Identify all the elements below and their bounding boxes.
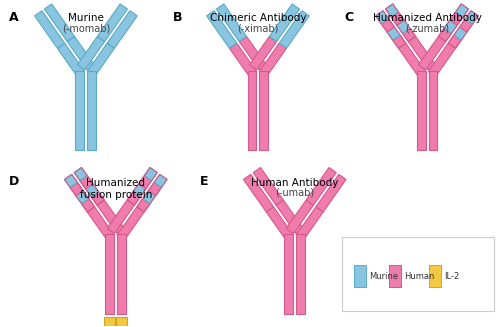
Polygon shape — [398, 43, 426, 77]
Bar — [116, 317, 127, 327]
Polygon shape — [239, 36, 266, 70]
Polygon shape — [387, 27, 400, 40]
Polygon shape — [397, 20, 410, 33]
Polygon shape — [260, 71, 268, 150]
Polygon shape — [58, 43, 84, 77]
Polygon shape — [270, 4, 300, 42]
Text: (-umab): (-umab) — [275, 188, 314, 198]
FancyBboxPatch shape — [342, 237, 494, 311]
Polygon shape — [137, 199, 150, 212]
Polygon shape — [286, 200, 314, 233]
Polygon shape — [393, 35, 406, 48]
Polygon shape — [248, 71, 256, 150]
Polygon shape — [316, 174, 346, 212]
Polygon shape — [64, 174, 78, 188]
Polygon shape — [107, 200, 134, 233]
Polygon shape — [87, 43, 115, 77]
Polygon shape — [144, 167, 158, 181]
Polygon shape — [456, 4, 468, 17]
Polygon shape — [230, 43, 256, 77]
Polygon shape — [127, 192, 140, 205]
Polygon shape — [466, 11, 478, 24]
Polygon shape — [382, 19, 394, 32]
Text: (-momab): (-momab) — [62, 23, 110, 33]
Polygon shape — [148, 182, 162, 196]
Polygon shape — [106, 234, 114, 314]
Polygon shape — [78, 36, 104, 70]
Bar — [389, 265, 401, 287]
Bar — [104, 317, 115, 327]
Polygon shape — [76, 71, 84, 150]
Polygon shape — [117, 207, 144, 240]
Text: Human: Human — [404, 271, 434, 281]
Polygon shape — [142, 191, 156, 204]
Polygon shape — [306, 167, 336, 205]
Polygon shape — [253, 167, 284, 205]
Polygon shape — [284, 234, 294, 314]
Polygon shape — [244, 174, 274, 212]
Bar — [429, 265, 441, 287]
Text: D: D — [10, 175, 20, 188]
Polygon shape — [444, 20, 457, 33]
Polygon shape — [92, 192, 104, 205]
Text: A: A — [10, 11, 19, 24]
Polygon shape — [460, 19, 472, 32]
Polygon shape — [296, 234, 305, 314]
Polygon shape — [428, 43, 456, 77]
Text: C: C — [344, 11, 354, 24]
Text: Murine: Murine — [68, 13, 104, 23]
Polygon shape — [402, 28, 415, 42]
Polygon shape — [428, 71, 438, 150]
Polygon shape — [454, 27, 467, 40]
Text: IL-2: IL-2 — [444, 271, 459, 281]
Polygon shape — [117, 234, 126, 314]
Polygon shape — [76, 191, 89, 204]
Polygon shape — [107, 11, 137, 48]
Polygon shape — [296, 207, 324, 240]
Text: (-ximab): (-ximab) — [238, 23, 279, 33]
Polygon shape — [408, 36, 436, 70]
Text: Murine: Murine — [370, 271, 398, 281]
Polygon shape — [154, 174, 167, 188]
Polygon shape — [67, 36, 94, 70]
Text: (-zumab): (-zumab) — [405, 23, 449, 33]
Text: B: B — [172, 11, 182, 24]
Polygon shape — [98, 4, 128, 42]
Polygon shape — [133, 184, 146, 197]
Polygon shape — [88, 71, 96, 150]
Text: Human Antibody: Human Antibody — [251, 178, 338, 188]
Polygon shape — [86, 184, 98, 197]
Polygon shape — [450, 12, 463, 25]
Polygon shape — [82, 199, 94, 212]
Polygon shape — [138, 176, 151, 189]
Polygon shape — [44, 4, 74, 42]
Text: Humanized
fusion protein: Humanized fusion protein — [80, 178, 152, 200]
Polygon shape — [80, 176, 93, 189]
Polygon shape — [418, 36, 446, 70]
Polygon shape — [276, 200, 303, 233]
Bar — [354, 265, 366, 287]
Polygon shape — [250, 36, 276, 70]
Polygon shape — [448, 35, 461, 48]
Polygon shape — [391, 12, 404, 25]
Text: E: E — [200, 175, 209, 188]
Polygon shape — [259, 43, 286, 77]
Polygon shape — [416, 71, 426, 150]
Polygon shape — [386, 4, 398, 17]
Polygon shape — [97, 200, 124, 233]
Text: Humanized Antibody: Humanized Antibody — [372, 13, 482, 23]
Polygon shape — [70, 182, 83, 196]
Polygon shape — [74, 167, 87, 181]
Polygon shape — [206, 11, 237, 48]
Polygon shape — [438, 28, 452, 42]
Polygon shape — [279, 11, 310, 48]
Text: Chimeric Antibody: Chimeric Antibody — [210, 13, 306, 23]
Polygon shape — [34, 11, 64, 48]
Polygon shape — [87, 207, 115, 240]
Polygon shape — [376, 11, 388, 24]
Polygon shape — [266, 207, 293, 240]
Polygon shape — [216, 4, 246, 42]
